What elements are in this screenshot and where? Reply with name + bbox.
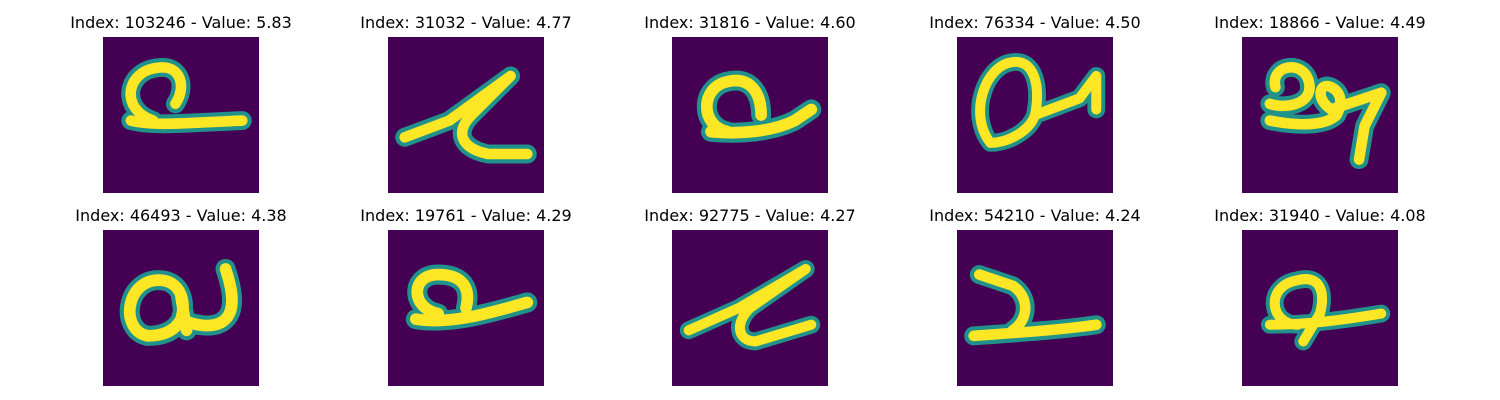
digit-image xyxy=(957,230,1113,386)
digit-image xyxy=(103,37,259,193)
digit-image xyxy=(388,230,544,386)
digit-image xyxy=(388,37,544,193)
panel-title: Index: 18866 - Value: 4.49 xyxy=(1214,13,1426,32)
digit-image xyxy=(957,37,1113,193)
digit-image xyxy=(1242,230,1398,386)
digit-image xyxy=(1242,37,1398,193)
digit-image xyxy=(103,230,259,386)
panel-title: Index: 46493 - Value: 4.38 xyxy=(75,206,287,225)
panel-title: Index: 31032 - Value: 4.77 xyxy=(360,13,572,32)
digit-image xyxy=(672,230,828,386)
panel-title: Index: 103246 - Value: 5.83 xyxy=(70,13,292,32)
panel-title: Index: 76334 - Value: 4.50 xyxy=(929,13,1141,32)
panel-title: Index: 54210 - Value: 4.24 xyxy=(929,206,1141,225)
digit-image xyxy=(672,37,828,193)
panel-title: Index: 92775 - Value: 4.27 xyxy=(644,206,856,225)
panel-title: Index: 19761 - Value: 4.29 xyxy=(360,206,572,225)
panel-title: Index: 31940 - Value: 4.08 xyxy=(1214,206,1426,225)
panel-title: Index: 31816 - Value: 4.60 xyxy=(644,13,856,32)
